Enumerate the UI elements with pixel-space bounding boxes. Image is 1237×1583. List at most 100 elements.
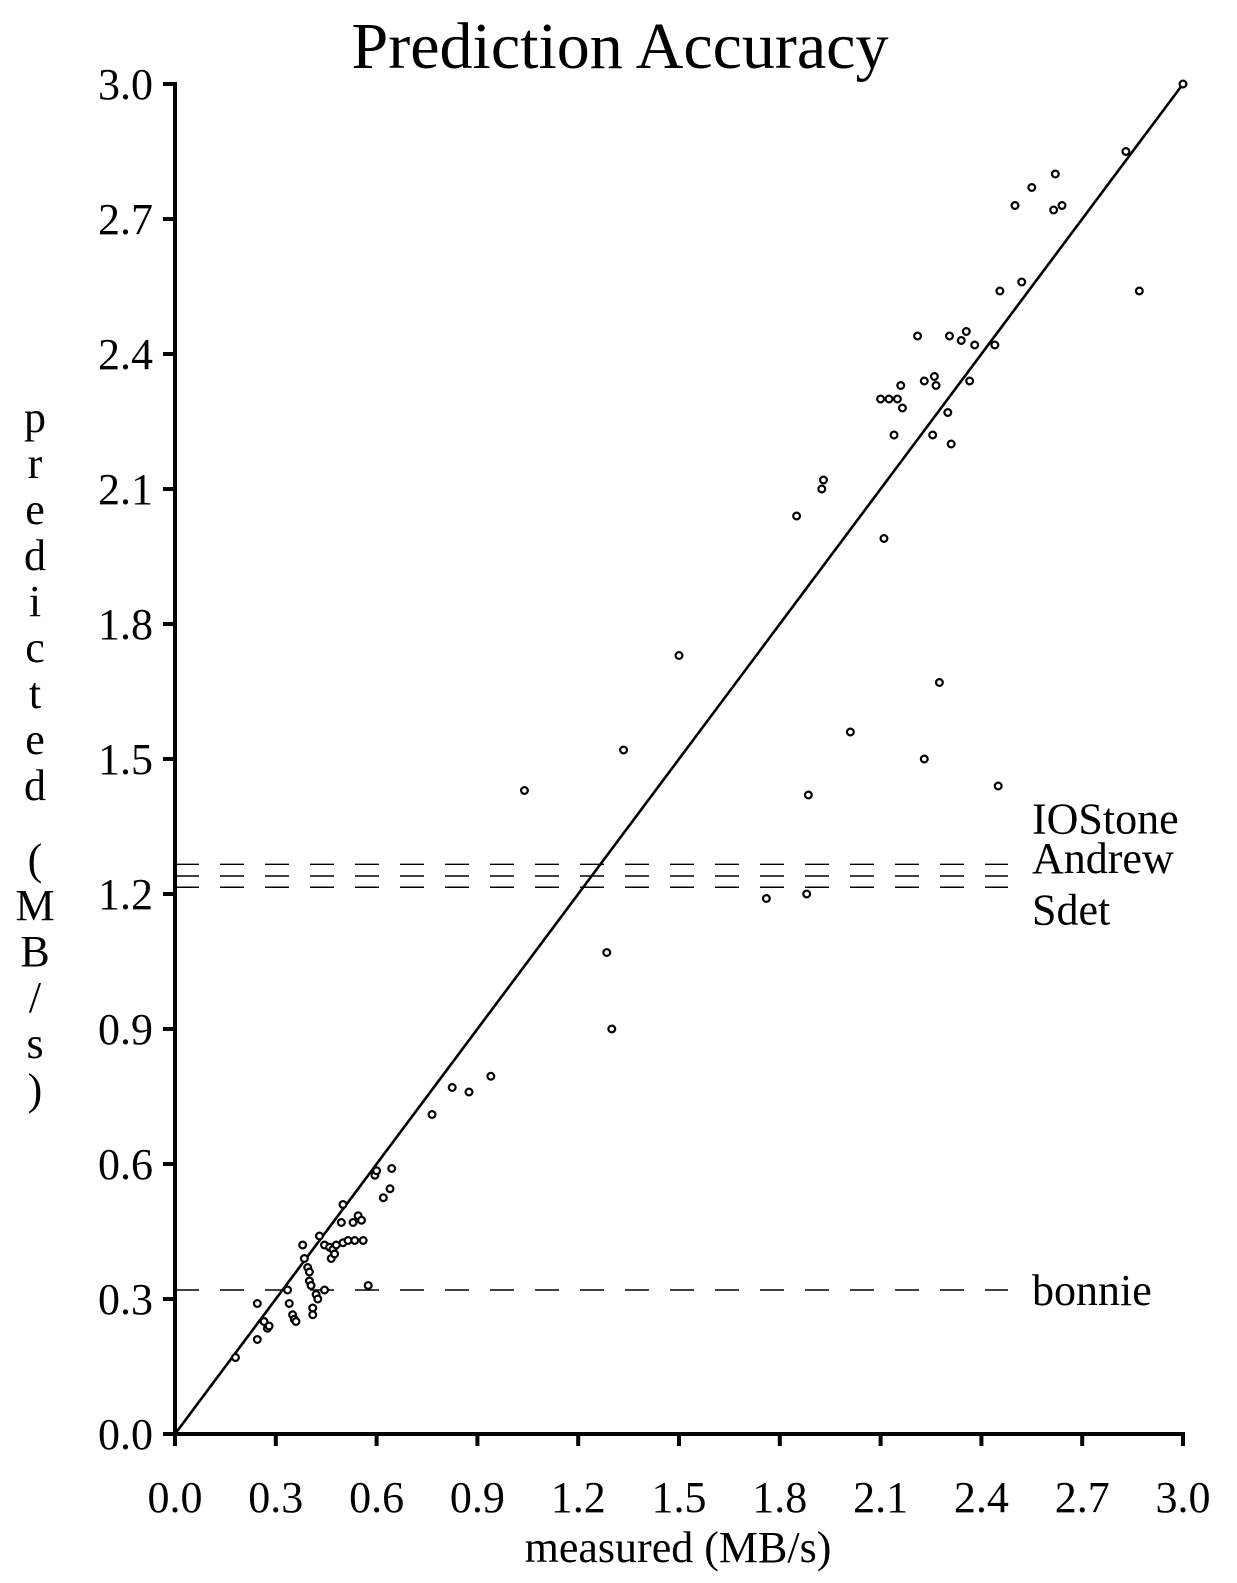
data-point bbox=[264, 1321, 274, 1331]
data-point bbox=[946, 439, 956, 449]
y-tick-label: 0.6 bbox=[98, 1140, 153, 1189]
reference-label-sdet: Sdet bbox=[1032, 885, 1110, 934]
data-point bbox=[802, 889, 812, 899]
data-point bbox=[252, 1334, 262, 1344]
diagonal-line bbox=[173, 83, 1185, 1435]
data-point bbox=[304, 1267, 314, 1277]
y-tick-label: 0.3 bbox=[98, 1275, 153, 1324]
data-point bbox=[876, 394, 886, 404]
data-point bbox=[284, 1298, 294, 1308]
data-point bbox=[447, 1082, 457, 1092]
data-point bbox=[965, 376, 975, 386]
data-point bbox=[919, 754, 929, 764]
data-point bbox=[934, 677, 944, 687]
data-point bbox=[1010, 201, 1020, 211]
data-point bbox=[427, 1109, 437, 1119]
y-tick-label: 2.7 bbox=[98, 195, 153, 244]
reference-lines bbox=[175, 863, 1008, 1291]
data-point bbox=[919, 376, 929, 386]
data-point bbox=[350, 1235, 360, 1245]
data-point bbox=[363, 1280, 373, 1290]
y-tick-label: 1.2 bbox=[98, 870, 153, 919]
data-point bbox=[896, 381, 906, 391]
data-point bbox=[818, 475, 828, 485]
x-tick-label: 0.6 bbox=[349, 1473, 404, 1522]
y-ticks: 0.0 0.3 0.6 0.9 1.2 1.5 1.8 2.1 2.4 2.7 3.0 bbox=[98, 60, 175, 1459]
data-point bbox=[1049, 205, 1059, 215]
data-point bbox=[385, 1184, 395, 1194]
data-point bbox=[607, 1024, 617, 1034]
data-point bbox=[929, 372, 939, 382]
y-tick-label: 3.0 bbox=[98, 60, 153, 109]
data-point bbox=[358, 1235, 368, 1245]
data-point bbox=[519, 785, 529, 795]
data-point bbox=[961, 327, 971, 337]
data-point bbox=[619, 745, 629, 755]
y-tick-label: 1.8 bbox=[98, 600, 153, 649]
data-point bbox=[995, 286, 1005, 296]
data-point bbox=[1178, 79, 1188, 89]
x-tick-label: 0.0 bbox=[148, 1473, 203, 1522]
data-point bbox=[913, 331, 923, 341]
x-ticks: 0.0 0.3 0.6 0.9 1.2 1.5 1.8 2.1 2.4 2.7 3.0 bbox=[148, 1434, 1211, 1522]
y-tick-label: 1.5 bbox=[98, 735, 153, 784]
chart-title: Prediction Accuracy bbox=[352, 10, 889, 83]
y-tick-label: 2.1 bbox=[98, 465, 153, 514]
data-point bbox=[330, 1249, 340, 1259]
data-point bbox=[372, 1166, 382, 1176]
x-tick-label: 2.7 bbox=[1055, 1473, 1110, 1522]
data-point bbox=[761, 893, 771, 903]
data-point bbox=[308, 1310, 318, 1320]
data-point bbox=[931, 381, 941, 391]
x-tick-label: 0.3 bbox=[248, 1473, 303, 1522]
data-point bbox=[1057, 201, 1067, 211]
data-point bbox=[336, 1217, 346, 1227]
data-point bbox=[283, 1285, 293, 1295]
x-tick-label: 1.2 bbox=[551, 1473, 606, 1522]
data-point bbox=[943, 408, 953, 418]
data-point bbox=[464, 1087, 474, 1097]
data-point bbox=[892, 394, 902, 404]
data-point bbox=[313, 1294, 323, 1304]
data-point bbox=[348, 1217, 358, 1227]
x-axis-label: measured (MB/s) bbox=[525, 1523, 832, 1572]
data-point bbox=[944, 331, 954, 341]
reference-label-andrew: Andrew bbox=[1032, 834, 1174, 883]
data-point bbox=[291, 1316, 301, 1326]
data-point bbox=[956, 336, 966, 346]
x-tick-label: 3.0 bbox=[1156, 1473, 1211, 1522]
data-point bbox=[602, 947, 612, 957]
y-tick-label: 0.0 bbox=[98, 1410, 153, 1459]
data-point bbox=[486, 1071, 496, 1081]
data-point bbox=[897, 403, 907, 413]
data-point bbox=[1017, 277, 1027, 287]
data-point bbox=[884, 394, 894, 404]
data-point bbox=[387, 1163, 397, 1173]
reference-label-iostone: IOStone bbox=[1032, 794, 1179, 843]
data-point bbox=[803, 790, 813, 800]
y-tick-label: 0.9 bbox=[98, 1005, 153, 1054]
x-tick-label: 2.1 bbox=[853, 1473, 908, 1522]
data-point bbox=[928, 430, 938, 440]
data-point bbox=[230, 1352, 240, 1362]
y-tick-label: 2.4 bbox=[98, 330, 153, 379]
data-point bbox=[879, 533, 889, 543]
data-point bbox=[674, 650, 684, 660]
data-point bbox=[378, 1193, 388, 1203]
data-point bbox=[314, 1231, 324, 1241]
y-axis-label: p r e d i c t e d(M B / s) bbox=[15, 393, 54, 1114]
data-point bbox=[320, 1285, 330, 1295]
data-point bbox=[993, 781, 1003, 791]
data-point bbox=[299, 1253, 309, 1263]
data-point bbox=[298, 1240, 308, 1250]
data-point bbox=[252, 1298, 262, 1308]
data-point bbox=[990, 340, 1000, 350]
reference-label-bonnie: bonnie bbox=[1032, 1266, 1152, 1315]
data-point bbox=[1027, 183, 1037, 193]
data-points bbox=[230, 79, 1188, 1362]
x-tick-label: 1.8 bbox=[752, 1473, 807, 1522]
data-point bbox=[338, 1199, 348, 1209]
data-point bbox=[1050, 169, 1060, 179]
